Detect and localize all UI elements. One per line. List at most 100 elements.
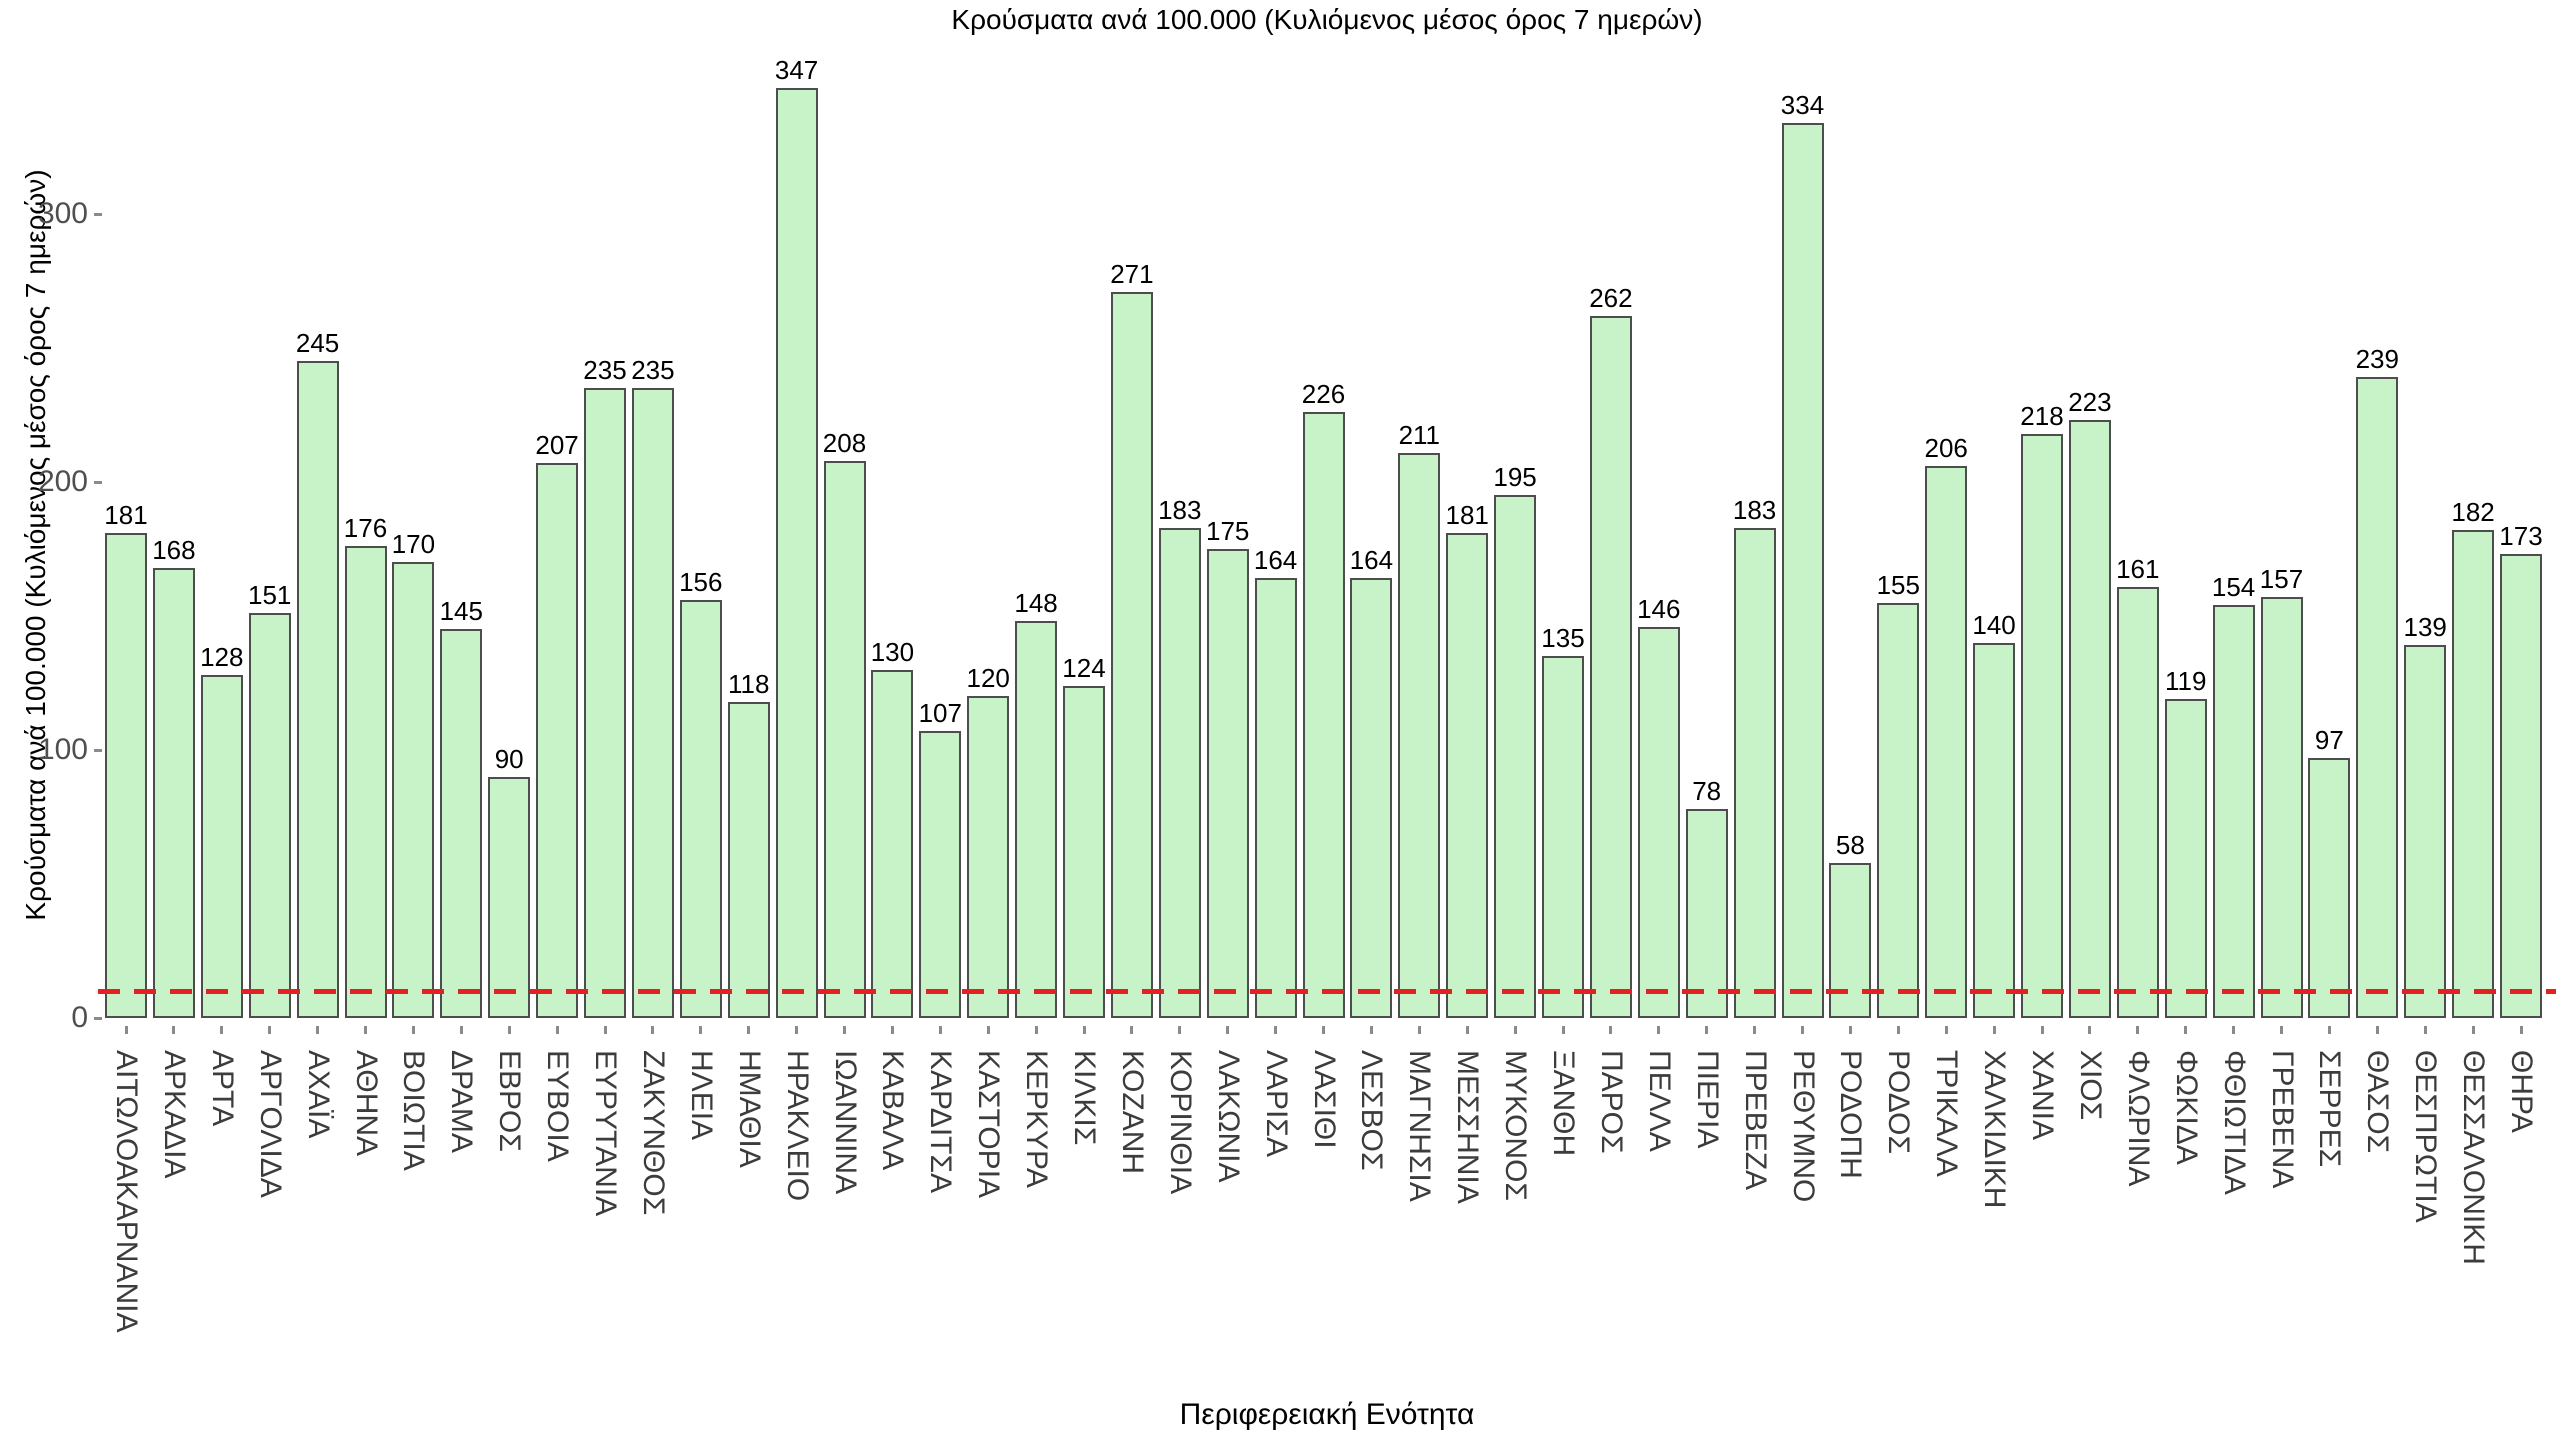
category-label-text: ΙΩΑΝΝΙΝΑ: [828, 1050, 862, 1195]
bar: [105, 532, 147, 1018]
x-tick-mark: [364, 1026, 367, 1034]
bar-value-label: 118: [727, 668, 770, 699]
y-tick-label: 200: [37, 465, 88, 498]
bar-value-label: 154: [2211, 572, 2256, 603]
bar-value-label: 245: [295, 328, 340, 359]
category-label-text: ΑΡΚΑΔΙΑ: [157, 1050, 191, 1179]
y-axis-title-text: Κρούσματα ανά 100.000 (Κυλιόμενος μέσος …: [20, 169, 51, 921]
bar-value-label: 151: [247, 580, 292, 611]
category-label-text: ΜΑΓΝΗΣΙΑ: [1403, 1050, 1437, 1202]
category-label-text: ΚΑΣΤΟΡΙΑ: [972, 1050, 1006, 1199]
x-tick-mark: [555, 1026, 559, 1034]
x-tick-mark: [1848, 1026, 1852, 1034]
bar: [296, 361, 339, 1018]
bar: [1589, 315, 1632, 1018]
bar: [1877, 602, 1920, 1018]
bar-value-label: 164: [1253, 545, 1298, 576]
category-label-text: ΘΑΣΟΣ: [2361, 1050, 2395, 1154]
category-label-text: ΦΩΚΙΔΑ: [2169, 1050, 2203, 1165]
x-tick-mark: [890, 1026, 894, 1034]
category-label-text: ΡΟΔΟΠΗ: [1834, 1050, 1868, 1179]
category-label-text: ΘΕΣΠΡΩΤΙΑ: [2409, 1050, 2443, 1223]
category-label-text: ΑΡΤΑ: [205, 1050, 239, 1127]
x-tick-mark: [1896, 1026, 1900, 1034]
bar-value-label: 239: [2355, 344, 2399, 375]
threshold-line: [98, 988, 2556, 994]
x-tick-mark: [268, 1026, 272, 1034]
bar-value-label: 195: [1493, 462, 1537, 493]
bar: [1829, 862, 1872, 1018]
x-tick-mark: [1753, 1026, 1757, 1034]
bar-value-label: 161: [2116, 553, 2160, 584]
x-tick-mark: [1274, 1026, 1278, 1034]
category-label-text: ΔΡΑΜΑ: [445, 1050, 479, 1153]
category-label-text: ΤΡΙΚΑΛΑ: [1930, 1050, 1964, 1177]
category-label-text: ΡΕΘΥΜΝΟ: [1786, 1050, 1820, 1203]
bar-value-label: 145: [439, 596, 483, 627]
x-tick-mark: [411, 1026, 415, 1034]
category-label-text: ΖΑΚΥΝΘΟΣ: [636, 1050, 670, 1216]
x-tick-mark: [1082, 1026, 1086, 1034]
category-label-text: ΣΕΡΡΕΣ: [2313, 1050, 2347, 1168]
bar: [440, 629, 483, 1018]
category-label-text: ΘΗΡΑ: [2505, 1050, 2538, 1133]
bar-value-label: 211: [1398, 419, 1441, 450]
bar-value-label: 140: [1972, 609, 2016, 640]
bar-value-label: 156: [679, 566, 723, 597]
x-tick-mark: [795, 1026, 799, 1034]
x-tick-mark: [2088, 1026, 2092, 1034]
x-tick-mark: [1609, 1026, 1613, 1034]
bar: [392, 562, 435, 1018]
category-label-text: ΑΙΤΩΛΟΑΚΑΡΝΑΝΙΑ: [110, 1050, 143, 1333]
x-tick-mark: [1657, 1026, 1661, 1034]
x-tick-mark: [986, 1026, 990, 1034]
category-label-text: ΕΒΡΟΣ: [493, 1050, 527, 1152]
x-tick-mark: [1705, 1026, 1709, 1034]
bar: [631, 388, 674, 1018]
bar: [1542, 656, 1584, 1018]
bar: [2452, 530, 2495, 1018]
bar-value-label: 173: [2499, 521, 2543, 552]
x-tick-mark: [1513, 1026, 1517, 1034]
bar-value-label: 124: [1062, 652, 1106, 683]
x-tick-mark: [1322, 1026, 1325, 1034]
bar: [1781, 122, 1824, 1018]
bar-value-label: 107: [918, 698, 962, 729]
category-label-text: ΗΜΑΘΙΑ: [732, 1050, 766, 1168]
bar: [1302, 412, 1345, 1018]
category-label-text: ΞΑΝΘΗ: [1547, 1050, 1580, 1157]
y-tick-label: 100: [37, 733, 88, 766]
bar: [2021, 433, 2063, 1018]
bar: [536, 463, 579, 1018]
x-tick-mark: [1178, 1026, 1182, 1034]
bar-value-label: 119: [2164, 666, 2207, 697]
bar-value-label: 170: [391, 529, 436, 560]
category-label-text: ΧΙΟΣ: [2073, 1050, 2107, 1121]
category-label-text: ΕΥΡΥΤΑΝΙΑ: [589, 1050, 622, 1217]
x-tick-mark: [1465, 1026, 1469, 1034]
category-label-text: ΕΥΒΟΙΑ: [541, 1050, 575, 1162]
x-tick-mark: [1226, 1026, 1230, 1034]
x-tick-mark: [2471, 1026, 2475, 1034]
bar: [1925, 465, 1968, 1018]
category-label-text: ΘΕΣΣΑΛΟΝΙΚΗ: [2457, 1050, 2491, 1265]
bar-value-label: 183: [1158, 494, 1202, 525]
category-label-text: ΡΟΔΟΣ: [1882, 1050, 1916, 1155]
bar-value-label: 208: [822, 427, 867, 458]
bar: [679, 599, 722, 1018]
bar-value-label: 235: [583, 355, 627, 386]
x-tick-mark: [2375, 1026, 2379, 1034]
x-tick-mark: [603, 1026, 607, 1034]
x-tick-mark: [220, 1026, 224, 1034]
bar: [2068, 420, 2111, 1018]
bar: [967, 696, 1010, 1018]
category-label-text: ΧΑΝΙΑ: [2026, 1050, 2059, 1141]
x-tick-mark: [2232, 1026, 2236, 1034]
category-label-text: ΧΑΛΚΙΔΙΚΗ: [1978, 1050, 2012, 1209]
y-tick-label: 300: [37, 197, 88, 230]
category-label-text: ΚΙΛΚΙΣ: [1068, 1050, 1101, 1146]
bar: [727, 701, 770, 1018]
bar: [871, 669, 914, 1018]
x-tick-mark: [747, 1026, 751, 1034]
bar: [1685, 808, 1728, 1018]
